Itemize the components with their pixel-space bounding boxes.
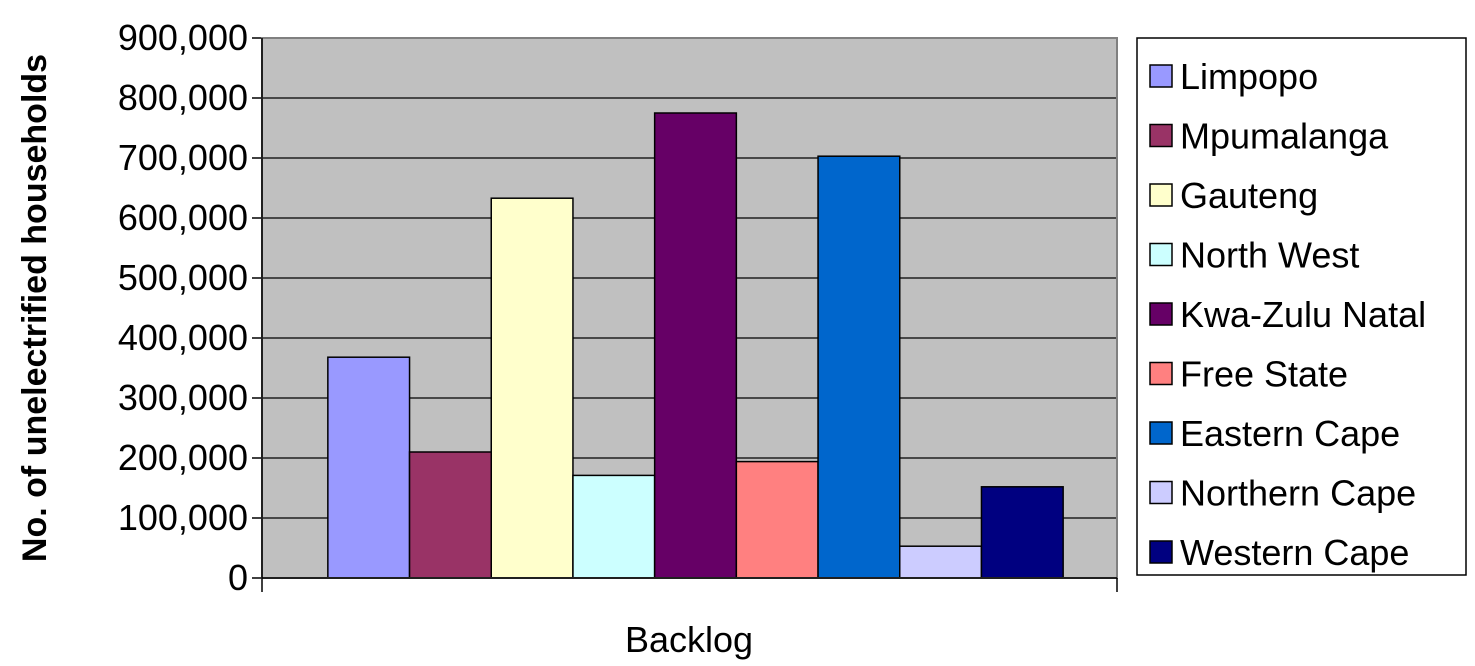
- y-tick-label: 900,000: [118, 17, 248, 58]
- legend-label: Kwa-Zulu Natal: [1180, 294, 1426, 335]
- y-tick-label: 100,000: [118, 497, 248, 538]
- legend: Limpopo Mpumalanga Gauteng North West Kwa-Zu…: [1149, 56, 1426, 573]
- y-tick-label: 300,000: [118, 377, 248, 418]
- legend-label: Western Cape: [1180, 532, 1409, 573]
- legend-swatch: [1149, 480, 1173, 505]
- legend-box: [1136, 37, 1467, 576]
- legend-label: Mpumalanga: [1180, 116, 1389, 157]
- y-tick-label: 0: [228, 557, 248, 598]
- legend-swatch: [1149, 361, 1173, 386]
- bar-western-cape: [980, 486, 1064, 579]
- y-tick-label: 500,000: [118, 257, 248, 298]
- y-tick-label: 400,000: [118, 317, 248, 358]
- bar-eastern-cape: [817, 155, 901, 579]
- y-tick-label: 200,000: [118, 437, 248, 478]
- bar-free-state: [735, 460, 819, 579]
- bar-north-west: [572, 474, 656, 579]
- legend-label: Gauteng: [1180, 175, 1318, 216]
- legend-label: Free State: [1180, 354, 1348, 395]
- bar-mpumalanga: [408, 451, 492, 579]
- bar-northern-cape: [899, 545, 983, 579]
- y-tick-label: 700,000: [118, 137, 248, 178]
- y-axis-label: No. of unelectrified households: [16, 54, 54, 562]
- y-tick-label: 800,000: [118, 77, 248, 118]
- legend-label: North West: [1180, 235, 1359, 276]
- legend-label: Eastern Cape: [1180, 413, 1400, 454]
- legend-swatch: [1149, 123, 1173, 148]
- legend-swatch: [1149, 242, 1173, 267]
- bar-limpopo: [327, 356, 411, 579]
- legend-swatch: [1149, 183, 1173, 207]
- bar-kwa-zulu-natal: [653, 112, 738, 579]
- bar-gauteng: [490, 197, 574, 579]
- legend-label: Northern Cape: [1180, 473, 1416, 514]
- legend-swatch: [1149, 64, 1173, 88]
- y-axis-ticks: 0 100,000 200,000 300,000 400,000 500,000 600,…: [118, 17, 262, 598]
- legend-swatch: [1149, 540, 1173, 564]
- legend-swatch: [1149, 421, 1173, 445]
- bars: [327, 112, 1064, 579]
- legend-swatch: [1149, 302, 1173, 326]
- legend-label: Limpopo: [1180, 56, 1318, 97]
- y-tick-label: 600,000: [118, 197, 248, 238]
- x-axis-label: Backlog: [625, 619, 753, 660]
